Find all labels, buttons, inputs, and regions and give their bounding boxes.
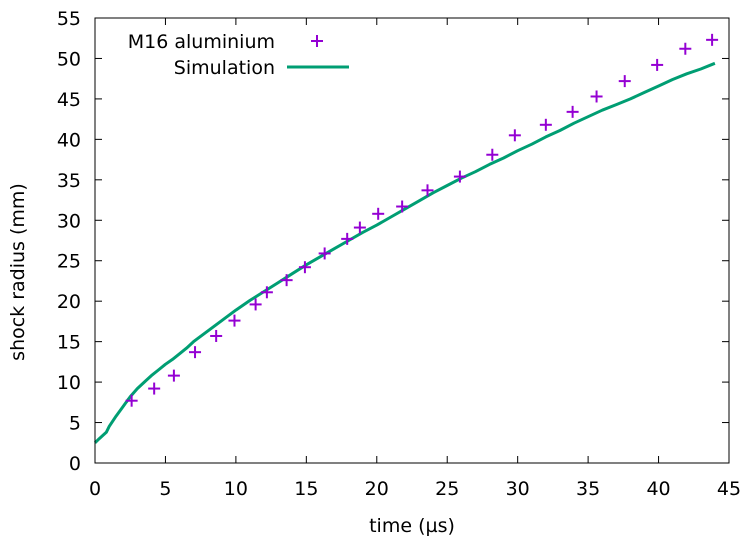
data-point-measured [486, 148, 499, 161]
data-point-measured [148, 382, 161, 395]
x-tick-label: 30 [506, 478, 530, 500]
x-tick-label: 0 [89, 478, 101, 500]
data-point-measured [260, 286, 273, 299]
data-point-measured [249, 298, 262, 311]
y-tick-label: 30 [57, 210, 81, 232]
legend-label-simulation: Simulation [174, 57, 275, 79]
data-point-measured [396, 200, 409, 213]
data-point-measured [618, 75, 631, 88]
y-axis-title: shock radius (mm) [7, 183, 29, 361]
x-tick-label: 45 [717, 478, 741, 500]
data-point-measured [341, 232, 354, 245]
y-tick-label: 15 [57, 332, 81, 354]
x-tick-label: 40 [646, 478, 670, 500]
legend: M16 aluminium Simulation [128, 31, 349, 79]
series-simulation-line [93, 61, 716, 444]
x-tick-label: 35 [576, 478, 600, 500]
data-point-measured [210, 329, 223, 342]
x-tick-label: 15 [294, 478, 318, 500]
data-point-measured [228, 314, 241, 327]
x-tick-label: 10 [224, 478, 248, 500]
data-point-measured [189, 346, 202, 359]
y-tick-label: 25 [57, 251, 81, 273]
data-point-measured [167, 369, 180, 382]
data-point-measured [651, 58, 664, 71]
plot-frame [94, 17, 730, 464]
y-tick-label: 50 [57, 48, 81, 70]
data-point-measured [280, 274, 293, 287]
data-point-measured [508, 129, 521, 142]
y-tick-label: 5 [69, 413, 81, 435]
data-point-measured [372, 207, 385, 220]
y-tick-label: 20 [57, 291, 81, 313]
data-point-measured [566, 105, 579, 118]
y-tick-label: 35 [57, 170, 81, 192]
data-point-measured [706, 33, 719, 46]
y-tick-label: 55 [57, 8, 81, 30]
x-tick-label: 5 [159, 478, 171, 500]
y-tick-label: 45 [57, 89, 81, 111]
data-point-measured [353, 221, 366, 234]
x-tick-label: 25 [435, 478, 459, 500]
data-point-measured [318, 247, 331, 260]
data-point-measured [590, 90, 603, 103]
ticks-layer: 0 5 10 15 20 25 30 35 40 45 0 5 10 15 20 25 30 35 40 45 50 55 [57, 8, 741, 500]
legend-label-measured: M16 aluminium [128, 31, 275, 53]
data-point-measured [298, 261, 311, 274]
legend-marker-measured [311, 35, 323, 47]
data-point-measured [679, 42, 692, 55]
data-point-measured [125, 394, 138, 407]
y-tick-label: 0 [69, 453, 81, 475]
y-tick-label: 10 [57, 372, 81, 394]
y-tick-label: 40 [57, 129, 81, 151]
x-tick-label: 20 [365, 478, 389, 500]
data-point-measured [421, 184, 434, 197]
x-axis-title: time (µs) [369, 515, 455, 537]
data-point-measured [453, 170, 466, 183]
series-layer [93, 33, 719, 444]
data-point-measured [539, 118, 552, 131]
